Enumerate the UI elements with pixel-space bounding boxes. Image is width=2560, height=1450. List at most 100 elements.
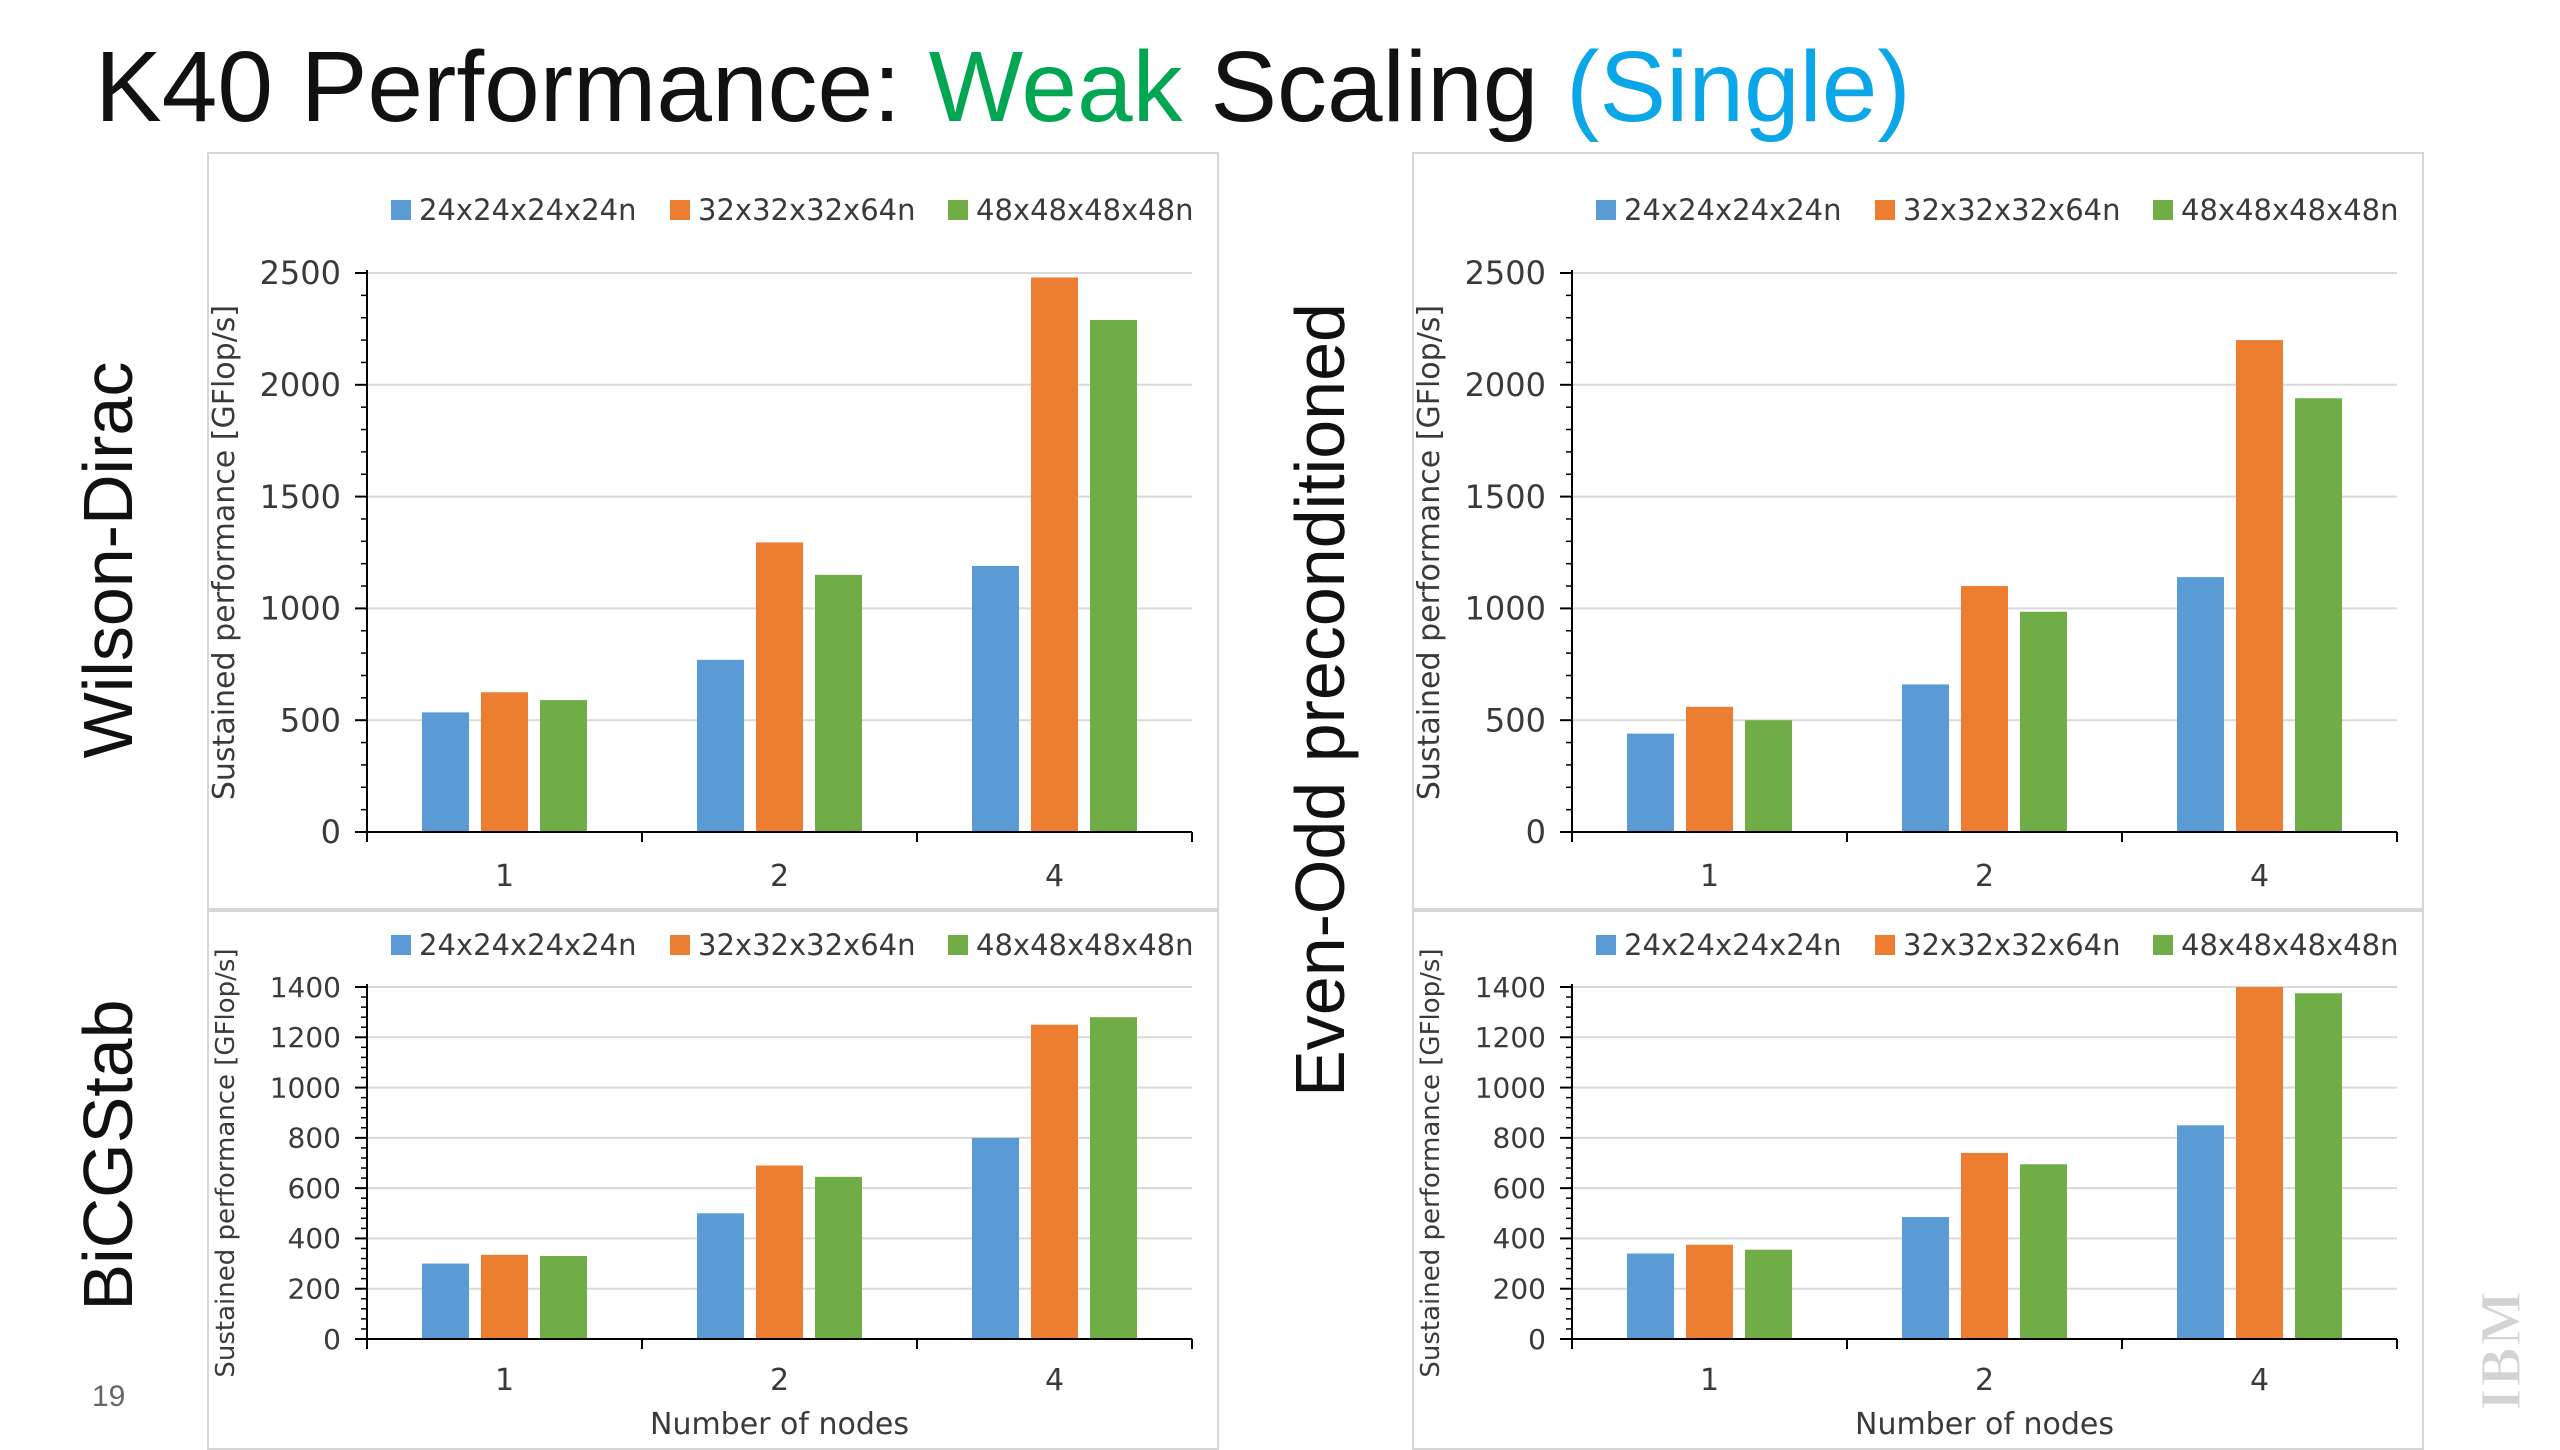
legend-label: 48x48x48x48n [2181, 928, 2398, 962]
legend-label: 24x24x24x24n [419, 928, 636, 962]
legend-label: 24x24x24x24n [1624, 928, 1841, 962]
y-tick-label: 500 [280, 701, 341, 739]
bar-24x24x24x24n-4 [2177, 577, 2224, 832]
chart-wilson-dirac: 0 500 1000 1500 2000 2500 1 2 4 Sustained perform… [209, 193, 1193, 894]
x-tick-label: 2 [1975, 859, 1994, 894]
bar-24x24x24x24n-2 [1902, 684, 1949, 832]
row-label-wilson-dirac: Wilson-Dirac [69, 361, 147, 759]
x-tick-label: 2 [770, 1363, 789, 1398]
bar-24x24x24x24n-1 [422, 1263, 469, 1339]
y-tick-label: 1500 [260, 478, 341, 516]
y-tick-label: 1000 [270, 1071, 341, 1104]
legend-label: 24x24x24x24n [1624, 193, 1841, 227]
bar-32x32x32x64n-2 [1961, 1152, 2008, 1339]
legend-swatch [1875, 935, 1895, 955]
legend-swatch [948, 200, 968, 220]
bar-48x48x48x48n-1 [540, 1256, 587, 1339]
bar-24x24x24x24n-2 [697, 659, 744, 832]
bar-48x48x48x48n-2 [815, 1176, 862, 1339]
row-label-bicgstab: BiCGStab [69, 999, 147, 1311]
bar-32x32x32x64n-1 [481, 692, 528, 832]
bar-48x48x48x48n-1 [1745, 720, 1792, 832]
x-tick-label: 1 [1700, 859, 1719, 894]
bar-48x48x48x48n-4 [2295, 398, 2342, 832]
y-tick-label: 2000 [260, 366, 341, 404]
chart-panel-wilson-dirac: 0 500 1000 1500 2000 2500 1 2 4 Sustained perform… [207, 152, 1219, 910]
bar-48x48x48x48n-2 [2020, 611, 2067, 832]
bar-48x48x48x48n-4 [1090, 319, 1137, 832]
y-tick-label: 2000 [1465, 366, 1546, 404]
title-part-weak: Weak [928, 31, 1183, 143]
y-tick-label: 400 [1493, 1222, 1546, 1255]
bar-32x32x32x64n-4 [1031, 277, 1078, 832]
legend-label: 48x48x48x48n [976, 928, 1193, 962]
legend-swatch [2153, 935, 2173, 955]
chart-panel-bicgstab-even-odd: 0 200 400 600 800 1000 1200 1400 1 2 4 Sustained pe… [1412, 910, 2424, 1450]
bar-24x24x24x24n-1 [1627, 733, 1674, 832]
x-axis-title: Number of nodes [650, 1407, 909, 1442]
bar-32x32x32x64n-2 [756, 542, 803, 832]
y-axis-title: Sustained performance [GFlop/s] [1414, 305, 1447, 800]
bar-32x32x32x64n-1 [481, 1254, 528, 1339]
chart-bicgstab-even-odd: 0 200 400 600 800 1000 1200 1400 1 2 4 Sustained pe… [1416, 928, 2398, 1442]
legend-label: 32x32x32x64n [1903, 928, 2120, 962]
legend-swatch [670, 935, 690, 955]
column-label-even-odd: Even-Odd preconditioned [1281, 303, 1359, 1097]
y-tick-label: 600 [1493, 1172, 1546, 1205]
y-tick-label: 0 [1526, 813, 1546, 851]
bar-24x24x24x24n-2 [697, 1213, 744, 1339]
y-tick-label: 200 [1493, 1273, 1546, 1306]
y-tick-label: 0 [1528, 1323, 1546, 1356]
legend-swatch [391, 935, 411, 955]
y-axis-title: Sustained performance [GFlop/s] [209, 305, 242, 800]
bar-32x32x32x64n-2 [1961, 586, 2008, 832]
x-axis-title: Number of nodes [1855, 1407, 2114, 1442]
bar-24x24x24x24n-4 [972, 565, 1019, 832]
x-tick-label: 4 [2250, 1363, 2269, 1398]
legend-label: 32x32x32x64n [698, 928, 915, 962]
x-tick-label: 1 [1700, 1363, 1719, 1398]
y-tick-label: 0 [323, 1323, 341, 1356]
legend-swatch [2153, 200, 2173, 220]
legend-swatch [670, 200, 690, 220]
x-tick-label: 4 [1045, 1363, 1064, 1398]
chart-panel-bicgstab: 0 200 400 600 800 1000 1200 1400 1 2 4 Sustained pe… [207, 910, 1219, 1450]
legend-swatch [1596, 200, 1616, 220]
y-tick-label: 1200 [270, 1021, 341, 1054]
y-tick-label: 1200 [1475, 1021, 1546, 1054]
bar-24x24x24x24n-4 [972, 1137, 1019, 1339]
bar-24x24x24x24n-1 [422, 712, 469, 832]
legend-swatch [948, 935, 968, 955]
legend-swatch [1596, 935, 1616, 955]
y-tick-label: 800 [1493, 1122, 1546, 1155]
bar-32x32x32x64n-1 [1686, 706, 1733, 832]
bar-48x48x48x48n-2 [815, 574, 862, 832]
chart-panel-even-odd: 0 500 1000 1500 2000 2500 1 2 4 Sustained perform… [1412, 152, 2424, 910]
legend-swatch [391, 200, 411, 220]
legend-label: 32x32x32x64n [1903, 193, 2120, 227]
title-part-single: (Single) [1566, 31, 1911, 143]
bar-32x32x32x64n-1 [1686, 1244, 1733, 1339]
y-tick-label: 1400 [270, 971, 341, 1004]
legend-label: 48x48x48x48n [2181, 193, 2398, 227]
y-tick-label: 1500 [1465, 478, 1546, 516]
y-tick-label: 0 [321, 813, 341, 851]
slide-title: K40 Performance: Weak Scaling (Single) [95, 22, 1911, 152]
bar-32x32x32x64n-4 [2236, 340, 2283, 832]
x-tick-label: 4 [1045, 859, 1064, 894]
y-axis-title: Sustained performance [GFlop/s] [211, 948, 241, 1377]
y-tick-label: 800 [288, 1122, 341, 1155]
y-tick-label: 200 [288, 1273, 341, 1306]
y-tick-label: 2500 [1465, 254, 1546, 292]
bar-32x32x32x64n-2 [756, 1165, 803, 1339]
bar-48x48x48x48n-4 [2295, 993, 2342, 1339]
legend-label: 32x32x32x64n [698, 193, 915, 227]
legend-label: 24x24x24x24n [419, 193, 636, 227]
title-part-3: Scaling [1182, 31, 1567, 143]
bar-24x24x24x24n-2 [1902, 1217, 1949, 1339]
x-tick-label: 1 [495, 1363, 514, 1398]
y-tick-label: 600 [288, 1172, 341, 1205]
y-tick-label: 500 [1485, 701, 1546, 739]
ibm-logo: IBM [2478, 1290, 2533, 1410]
bar-32x32x32x64n-4 [1031, 1024, 1078, 1339]
